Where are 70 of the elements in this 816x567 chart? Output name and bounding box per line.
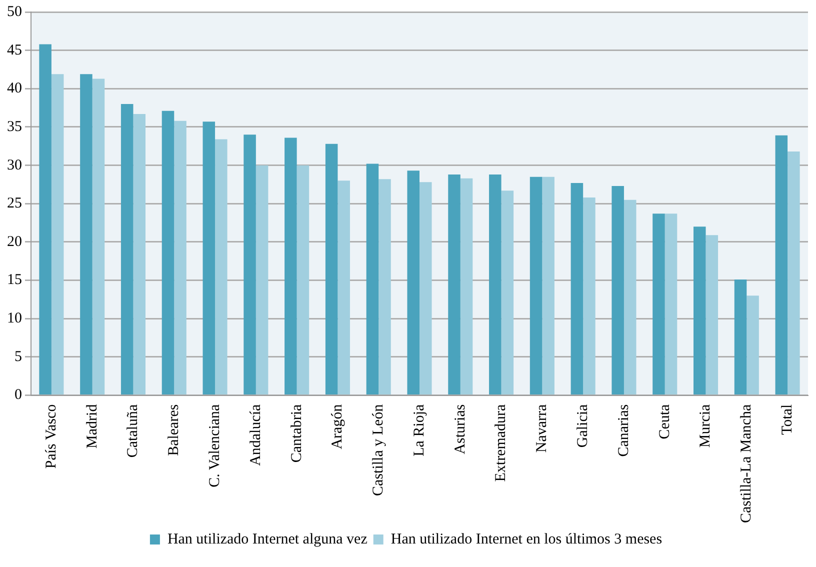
bar: [92, 78, 105, 395]
legend-label: Han utilizado Internet en los últimos 3 meses: [390, 531, 662, 548]
x-tick-label: Galicia: [575, 404, 592, 448]
bar: [530, 176, 542, 395]
bar: [501, 190, 514, 395]
bar: [120, 104, 134, 395]
bar: [788, 152, 800, 395]
x-tick-label: Murcia: [698, 404, 714, 448]
bar: [420, 182, 432, 395]
bar: [162, 110, 174, 395]
bar: [448, 174, 460, 395]
bar: [284, 138, 297, 395]
x-tick-label: Baleares: [166, 404, 182, 456]
x-tick-label: Cantabria: [288, 404, 305, 463]
bar: [652, 214, 665, 395]
x-tick-label: Extremadura: [493, 404, 510, 482]
y-tick-label: 35: [7, 118, 22, 135]
x-tick-label: Navarra: [534, 404, 550, 453]
y-tick-label: 45: [7, 42, 22, 58]
bar: [244, 134, 256, 395]
bar: [202, 122, 216, 395]
x-tick-label: La Rioja: [411, 404, 428, 456]
bar: [51, 74, 64, 395]
y-tick-label: 20: [7, 234, 22, 250]
bar: [256, 165, 268, 395]
bar: [80, 74, 92, 395]
y-tick-label: 50: [7, 4, 22, 20]
bar: [39, 44, 52, 395]
x-tick-label: Cataluña: [125, 404, 142, 458]
y-tick-label: 40: [7, 80, 22, 97]
x-tick-label: C. Valenciana: [206, 404, 223, 488]
y-tick-label: 15: [7, 272, 22, 288]
bar: [664, 214, 678, 395]
bar: [174, 120, 186, 395]
bar: [366, 164, 379, 395]
x-tick-label: Andalucía: [248, 404, 264, 466]
bar: [489, 174, 502, 395]
bar: [133, 114, 146, 395]
bar: [734, 280, 747, 395]
bar: [460, 178, 473, 395]
y-tick-label: 25: [7, 196, 22, 212]
bar: [693, 226, 706, 395]
x-tick-label: Canarias: [616, 404, 632, 457]
x-tick-label: Aragón: [330, 404, 346, 450]
bar: [612, 186, 624, 395]
bar: [706, 235, 718, 395]
bar: [215, 139, 228, 395]
bar: [746, 296, 759, 395]
y-tick-label: 5: [14, 348, 22, 365]
bar: [624, 200, 636, 395]
legend-label: Han utilizado Internet alguna vez: [167, 531, 368, 548]
x-tick-label: Asturias: [452, 404, 468, 454]
y-tick-label: 0: [14, 387, 22, 404]
bar: [775, 135, 788, 395]
x-tick-label: País Vasco: [43, 404, 60, 469]
y-tick-label: 30: [7, 157, 22, 174]
bar: [338, 180, 350, 395]
x-tick-label: Ceuta: [656, 404, 673, 440]
y-tick-label: 10: [7, 310, 22, 327]
x-tick-label: Madrid: [84, 404, 100, 448]
x-tick-label: Total: [779, 404, 796, 435]
x-tick-label: Castilla-La Mancha: [738, 404, 755, 524]
bar: [583, 198, 596, 395]
bar: [570, 182, 584, 395]
x-tick-label: Castilla y León: [370, 404, 387, 496]
bar: [378, 179, 391, 395]
bar: [325, 144, 338, 395]
bar: [542, 176, 554, 395]
bar: [296, 165, 310, 395]
bar: [407, 170, 420, 395]
